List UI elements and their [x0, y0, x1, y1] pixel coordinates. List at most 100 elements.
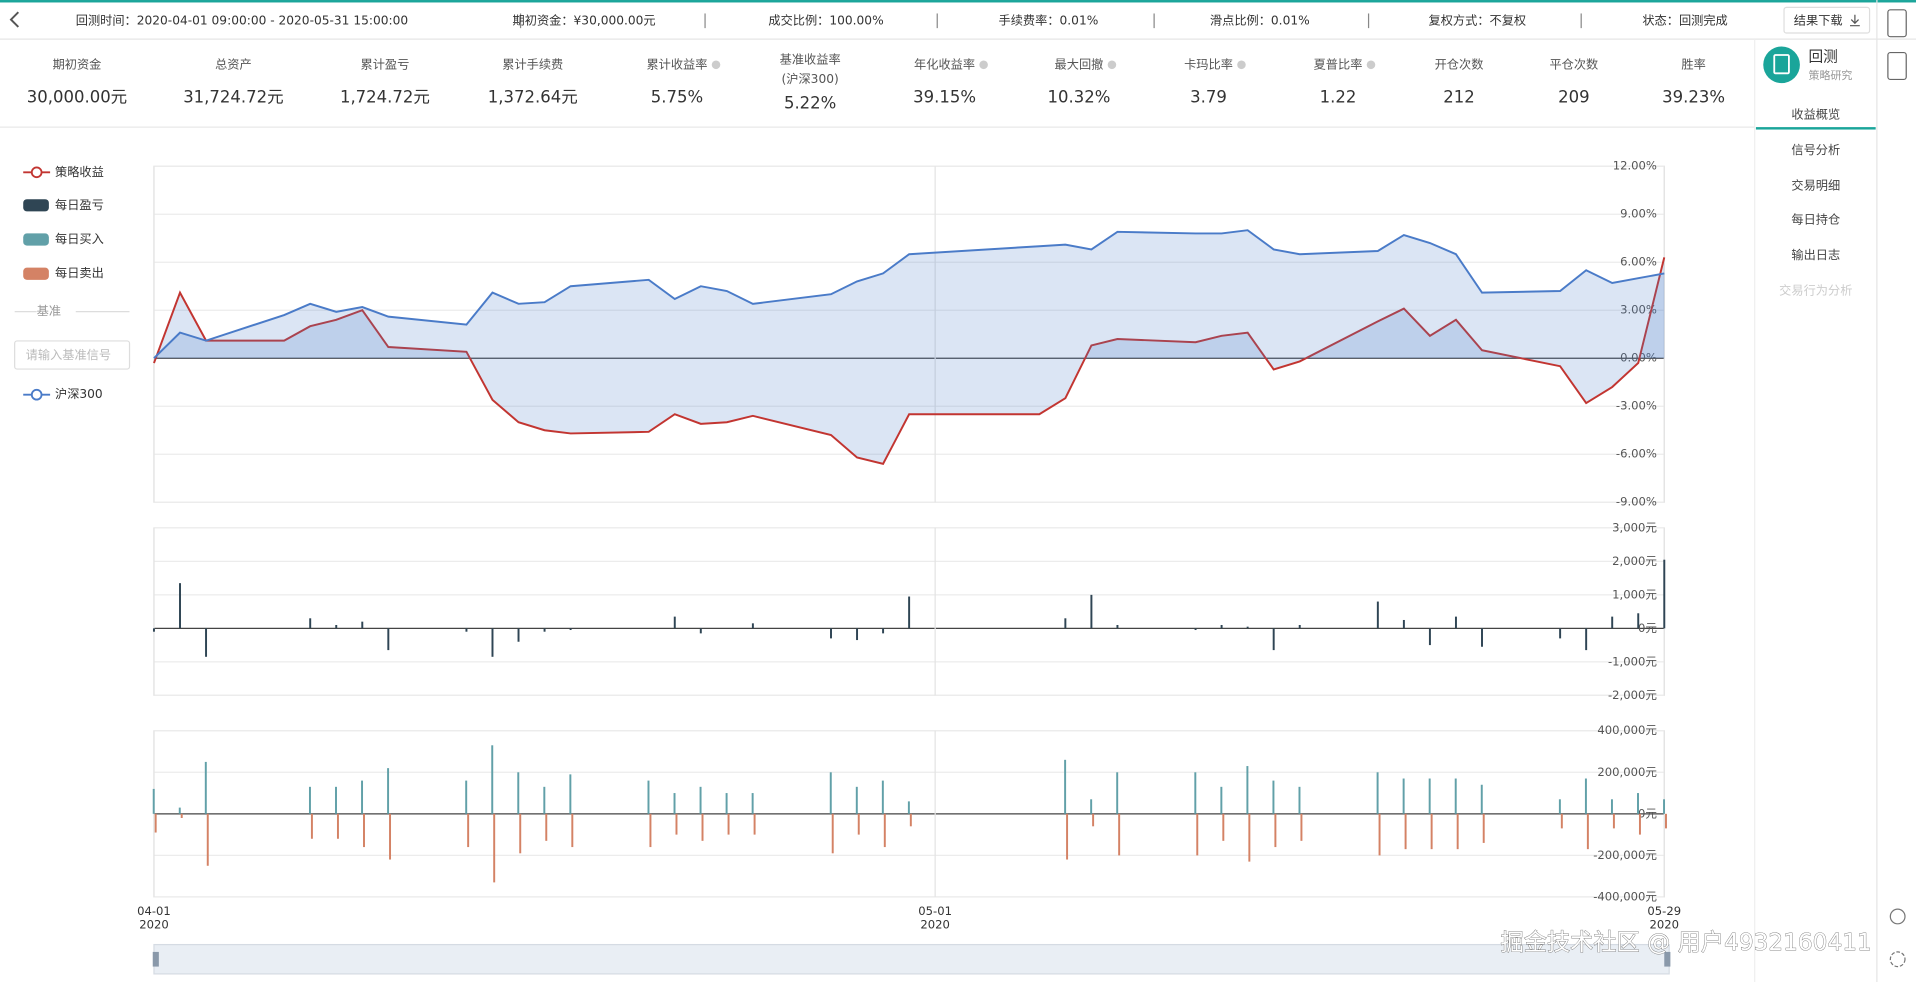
bar [1584, 778, 1587, 814]
stat-value: 1,724.72元 [340, 87, 430, 106]
top-accent [0, 0, 1916, 3]
bar [1480, 784, 1483, 814]
info-icon[interactable] [1107, 60, 1117, 70]
back-button[interactable] [9, 11, 20, 28]
bar [1222, 813, 1225, 841]
y-tick-label: 0.00% [1620, 351, 1657, 365]
zoom-slider[interactable] [153, 943, 1670, 975]
bar [751, 623, 754, 629]
benchmark-input[interactable] [14, 340, 131, 370]
charts: 12.00% 9.00% 6.00% 3.00% 0.00% -3.00% -6.00% -9… [137, 159, 1681, 932]
stat-label: 最大回撤 [1055, 56, 1104, 71]
bar [152, 628, 155, 632]
stat-value: 10.32% [1048, 87, 1111, 106]
bar [1194, 628, 1197, 631]
info-icon[interactable] [1237, 60, 1246, 70]
module-logo [1763, 46, 1800, 84]
bar [1220, 624, 1223, 629]
sidebar-tab[interactable]: 收益概览 [1791, 106, 1840, 121]
bar [1298, 786, 1301, 814]
bar [1454, 778, 1457, 814]
header-item: 滑点比例：0.01% [1210, 13, 1310, 27]
legend-swatch [23, 233, 49, 246]
legend-label[interactable]: 每日盈亏 [55, 197, 104, 212]
bar [310, 813, 313, 839]
bar [699, 786, 702, 814]
bar [909, 813, 912, 827]
benchmark-placeholder[interactable]: 请输入基准信号 [26, 347, 111, 362]
benchmark-label: 基准 [37, 304, 61, 318]
bar [1456, 813, 1459, 850]
bar [519, 813, 522, 854]
y-tick-label: 200,000元 [1597, 765, 1657, 779]
info-icon[interactable] [979, 60, 988, 70]
zoom-handle[interactable] [152, 951, 159, 967]
header-item: 复权方式：不复权 [1429, 12, 1527, 27]
share-icon[interactable] [1889, 908, 1906, 925]
bar [389, 813, 392, 860]
bar [881, 780, 884, 814]
bar [1378, 813, 1381, 856]
y-tick-label: 2,000元 [1612, 554, 1657, 568]
sidebar-tab[interactable]: 每日持仓 [1791, 211, 1840, 226]
bar [178, 807, 181, 814]
x-tick-label: 2020 [139, 918, 169, 932]
bar [856, 628, 859, 641]
tool-icon-edit[interactable] [1887, 9, 1907, 38]
bar [1558, 799, 1561, 814]
bar [829, 772, 832, 814]
stat-value: 1.22 [1320, 87, 1357, 106]
bar [1274, 813, 1277, 848]
bar [1612, 813, 1615, 829]
sidebar-tab[interactable]: 信号分析 [1791, 143, 1840, 157]
bar [363, 813, 365, 848]
legend-label[interactable]: 每日买入 [55, 231, 104, 246]
bar [491, 745, 494, 814]
download-label[interactable]: 结果下载 [1794, 13, 1843, 27]
bar [206, 813, 209, 866]
bar [1428, 628, 1431, 646]
stat-label: 年化收益率 [914, 56, 975, 71]
bar [1663, 799, 1666, 814]
stat-value: 1,372.64元 [488, 87, 578, 106]
bar [855, 786, 858, 814]
y-tick-label: -2,000元 [1608, 688, 1657, 702]
y-tick-label: 1,000元 [1612, 587, 1657, 601]
module-subtitle: 策略研究 [1808, 68, 1852, 82]
bar [1118, 813, 1121, 856]
bar [857, 813, 860, 835]
bar [387, 768, 390, 814]
stat-sublabel: (沪深300) [782, 72, 839, 86]
stat-label: 胜率 [1681, 56, 1705, 71]
sidebar-tab[interactable]: 交易明细 [1791, 177, 1840, 192]
bar [308, 786, 311, 814]
settings-icon[interactable] [1889, 951, 1906, 968]
info-icon[interactable] [1366, 60, 1376, 70]
bar [1586, 813, 1589, 850]
bar [361, 780, 364, 814]
bar [1064, 759, 1067, 814]
zoom-handle[interactable] [1664, 951, 1671, 967]
bar [154, 813, 157, 833]
legend-label[interactable]: 策略收益 [55, 164, 104, 179]
tool-icon-doc[interactable] [1887, 51, 1907, 81]
bar [569, 628, 572, 631]
bar [1194, 772, 1197, 814]
stat-value: 30,000.00元 [27, 87, 127, 106]
info-icon[interactable] [711, 60, 721, 70]
download-button[interactable] [1783, 6, 1871, 34]
legend-swatch [30, 166, 43, 179]
legend-label[interactable]: 沪深300 [55, 387, 103, 401]
bar [1663, 559, 1666, 629]
sidebar-tab[interactable]: 输出日志 [1791, 247, 1840, 262]
stat-value: 31,724.72元 [183, 87, 283, 106]
bar [335, 624, 338, 629]
bar [831, 813, 834, 854]
legend-label[interactable]: 每日卖出 [55, 265, 104, 280]
sidebar-tab[interactable]: 交易行为分析 [1779, 282, 1852, 297]
stat-label: 期初资金 [53, 56, 102, 71]
header-item: 状态：回测完成 [1642, 12, 1727, 27]
bar [727, 813, 730, 835]
bar [1066, 813, 1069, 860]
